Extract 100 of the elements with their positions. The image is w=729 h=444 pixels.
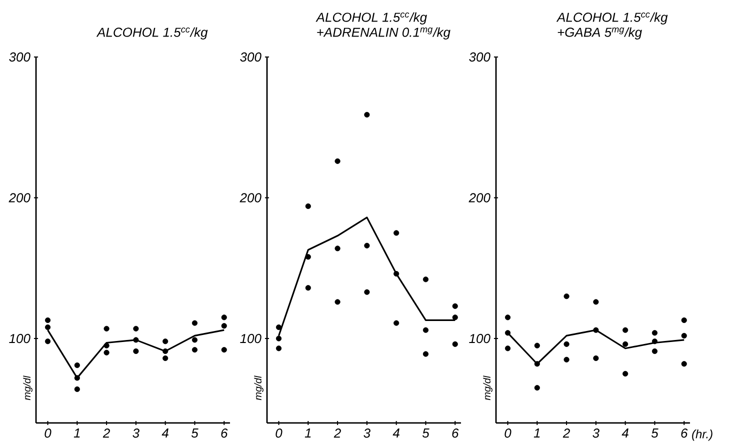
y-tick-label: 200 xyxy=(240,193,262,202)
point xyxy=(681,332,687,338)
point xyxy=(104,350,110,356)
point xyxy=(681,317,687,324)
x-tick-label: 3 xyxy=(132,428,140,438)
point xyxy=(622,370,628,376)
x-tick-label: 5 xyxy=(422,428,430,438)
point xyxy=(534,342,540,348)
x-tick-label: 2 xyxy=(562,428,570,438)
point xyxy=(422,276,429,282)
point xyxy=(452,314,458,320)
x-tick-label: 0 xyxy=(504,428,512,438)
x-tick-label: 6 xyxy=(221,428,228,438)
point xyxy=(44,338,51,344)
chart-title: ALCOHOL 1.5$^{cc}$/kg xyxy=(316,12,427,24)
chart-title: ALCOHOL 1.5$^{cc}$/kg xyxy=(96,27,208,40)
point xyxy=(394,230,400,236)
point xyxy=(394,320,400,326)
chart-subtitle: +GABA 5$^{mg}$/kg xyxy=(558,27,642,40)
point xyxy=(104,326,110,332)
point xyxy=(44,324,51,330)
y-tick-label: 200 xyxy=(8,193,30,202)
point xyxy=(305,285,311,291)
y-tick-label: 100 xyxy=(240,334,262,344)
x-axis-title: (hr.) xyxy=(692,430,712,441)
point xyxy=(276,324,282,330)
point xyxy=(593,355,599,362)
point xyxy=(364,242,370,248)
chart-title: ALCOHOL 1.5$^{cc}$/kg xyxy=(556,12,668,24)
point xyxy=(305,254,311,260)
point xyxy=(652,348,658,354)
point xyxy=(221,314,227,320)
y-axis-title: mg/dl xyxy=(254,376,264,400)
point xyxy=(652,330,658,336)
point xyxy=(364,289,370,295)
x-tick-label: 5 xyxy=(651,428,658,438)
point xyxy=(192,346,198,353)
point xyxy=(681,361,687,367)
point xyxy=(334,158,340,164)
point xyxy=(504,314,511,320)
y-axis-title: mg/dl xyxy=(483,376,492,400)
y-tick-label: 200 xyxy=(468,193,490,202)
point xyxy=(192,320,198,326)
point xyxy=(305,203,311,209)
x-tick-label: 0 xyxy=(276,428,282,438)
y-tick-label: 100 xyxy=(469,334,490,344)
y-tick-label: 300 xyxy=(469,52,490,62)
point xyxy=(593,327,599,333)
point xyxy=(622,327,628,333)
x-tick-label: 3 xyxy=(364,428,370,438)
point xyxy=(452,303,458,309)
point xyxy=(504,346,511,352)
y-tick-label: 100 xyxy=(9,334,30,344)
point xyxy=(452,341,458,347)
x-tick-label: 0 xyxy=(44,428,52,438)
chart-subtitle: +ADRENALIN 0.1$^{mg}$/kg xyxy=(317,27,450,40)
point xyxy=(276,336,282,342)
point xyxy=(104,342,110,348)
x-tick-label: 2 xyxy=(102,428,110,438)
x-tick-label: 4 xyxy=(392,428,400,438)
point xyxy=(564,293,570,300)
y-tick-label: 300 xyxy=(9,52,30,62)
point xyxy=(334,246,340,252)
point xyxy=(74,386,80,392)
point xyxy=(276,346,282,352)
point xyxy=(192,337,198,343)
point xyxy=(74,375,80,381)
point xyxy=(133,337,139,343)
point xyxy=(221,346,227,353)
point xyxy=(564,356,570,362)
point xyxy=(162,338,168,344)
x-tick-label: 4 xyxy=(622,428,628,438)
point xyxy=(162,348,168,354)
x-tick-label: 3 xyxy=(592,428,600,438)
point xyxy=(221,323,227,329)
point xyxy=(133,348,139,354)
x-tick-label: 6 xyxy=(452,428,459,438)
x-tick-label: 1 xyxy=(304,428,311,438)
x-tick-label: 6 xyxy=(681,428,688,438)
y-axis-title: mg/dl xyxy=(23,376,32,400)
point xyxy=(593,299,599,305)
point xyxy=(564,341,570,347)
x-tick-label: 4 xyxy=(162,428,168,438)
x-tick-label: 2 xyxy=(334,428,341,438)
y-tick-label: 300 xyxy=(240,52,262,62)
x-tick-label: 1 xyxy=(534,428,540,438)
point xyxy=(534,384,540,391)
point xyxy=(652,338,658,344)
x-tick-label: 5 xyxy=(191,428,198,438)
point xyxy=(334,299,340,305)
point xyxy=(133,326,139,332)
point xyxy=(422,327,429,333)
point xyxy=(394,270,400,277)
point xyxy=(534,361,540,367)
point xyxy=(162,355,168,362)
point xyxy=(422,351,429,357)
point xyxy=(364,112,370,118)
point xyxy=(74,362,80,368)
point xyxy=(504,330,511,336)
x-tick-label: 1 xyxy=(74,428,80,438)
